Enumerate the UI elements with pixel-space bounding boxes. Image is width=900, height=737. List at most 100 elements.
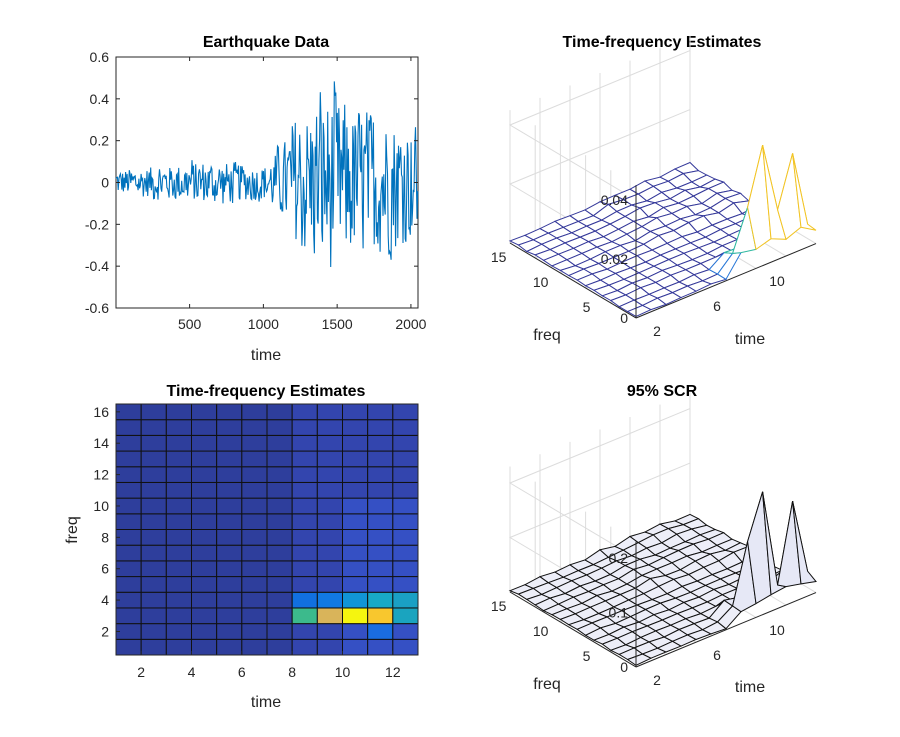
- z-tick-label: 0.1: [609, 605, 629, 621]
- heatmap-cell: [140, 560, 167, 578]
- heatmap-cell: [165, 529, 193, 546]
- heatmap-cell: [291, 560, 318, 578]
- heatmap-cell: [140, 481, 167, 499]
- heatmap-cell: [241, 481, 268, 499]
- time-tick-label: 2: [653, 323, 661, 339]
- heatmap-cell: [216, 403, 243, 421]
- plot-frame: [115, 56, 419, 309]
- heatmap-cell: [115, 481, 142, 499]
- heatmap-cell: [115, 607, 142, 625]
- heatmap-cell: [266, 513, 293, 530]
- plot-frame: [115, 403, 419, 656]
- axis-ticks: 0 0.1 0.2 2 6 10 5 10 15: [491, 541, 817, 688]
- heatmap-cell: [266, 607, 293, 625]
- freq-axis-line: [509, 242, 637, 319]
- heatmap-cell: [191, 481, 218, 499]
- heatmap-cell: [165, 638, 193, 656]
- heatmap-cell: [115, 419, 142, 436]
- heatmap-cell: [266, 623, 293, 640]
- time-axis-line: [635, 592, 817, 668]
- heatmap-cell: [140, 403, 167, 421]
- heatmap-cell: [266, 560, 293, 578]
- time-tick-label: 10: [769, 273, 785, 289]
- heatmap-cell: [392, 560, 419, 578]
- y-tick-label: 0: [101, 175, 109, 191]
- heatmap-cell: [191, 623, 218, 640]
- heatmap-cell: [392, 419, 419, 436]
- heatmap-cell: [191, 497, 218, 515]
- y-tick-label: -0.6: [85, 300, 109, 316]
- heatmap-cell: [216, 576, 243, 593]
- surface-patch: [792, 500, 817, 585]
- heatmap-cell: [367, 638, 394, 656]
- heatmap-cell: [115, 544, 142, 562]
- x-tick-label: 1000: [248, 316, 279, 332]
- heatmap-cell: [140, 497, 167, 515]
- heatmap-cell: [342, 434, 369, 452]
- heatmap-cell: [367, 607, 394, 625]
- heatmap-cell: [140, 529, 167, 546]
- heatmap-cell: [216, 560, 243, 578]
- heatmap-cell: [140, 544, 167, 562]
- z-tick-label: 0.2: [609, 550, 629, 566]
- heatmap-cell: [216, 623, 243, 640]
- heatmap-cell: [367, 450, 394, 468]
- heatmap-cell: [241, 623, 268, 640]
- heatmap-cell: [367, 419, 394, 436]
- chart-title: Time-frequency Estimates: [563, 34, 762, 51]
- heatmap-cell: [165, 591, 193, 609]
- heatmap-cell: [140, 623, 167, 640]
- heatmap-cell: [191, 450, 218, 468]
- heatmap-cell: [392, 576, 419, 593]
- heatmap-cell: [241, 450, 268, 468]
- time-tick-label: 6: [713, 647, 721, 663]
- heatmap-cell: [165, 403, 193, 421]
- heatmap-cell: [140, 466, 167, 483]
- time-frequency-surface-panel: Time-frequency Estimates 0 0.02 0.04 2 6 10 5 1…: [491, 34, 817, 348]
- heatmap-cell: [191, 560, 218, 578]
- heatmap-cell: [316, 576, 343, 593]
- heatmap-cell: [291, 419, 318, 436]
- axis-ticks: 0 0.02 0.04 2 6 10 5 10 15: [491, 185, 817, 339]
- freq-tick-label: 15: [491, 249, 507, 265]
- x-axis-label: time: [251, 694, 281, 711]
- heatmap-cell: [165, 481, 193, 499]
- heatmap-cell: [291, 544, 318, 562]
- heatmap-cell: [367, 466, 394, 483]
- heatmap-cell: [266, 481, 293, 499]
- heatmap-cell: [342, 560, 369, 578]
- heatmap-cell: [266, 638, 293, 656]
- time-frequency-heatmap-panel: Time-frequency Estimates 2 4 6 8 10 12 2 4 6 8 10 1…: [64, 383, 419, 711]
- heatmap-cell: [266, 450, 293, 468]
- heatmap-cell: [191, 576, 218, 593]
- x-tick-label: 8: [288, 664, 296, 680]
- heatmap-cell: [241, 544, 268, 562]
- x-tick-label: 2000: [395, 316, 426, 332]
- heatmap-cell: [266, 576, 293, 593]
- grid-line: [508, 50, 691, 201]
- chart-title: 95% SCR: [627, 383, 698, 400]
- y-tick-label: 16: [93, 404, 109, 420]
- heatmap-cell: [266, 403, 293, 421]
- heatmap-cell: [367, 544, 394, 562]
- heatmap-cell: [316, 529, 343, 546]
- heatmap-cell: [316, 513, 343, 530]
- chart-title: Time-frequency Estimates: [167, 383, 366, 400]
- y-tick-label: 4: [101, 592, 109, 608]
- z-tick-label: 0.04: [601, 192, 628, 208]
- heatmap-cell: [291, 497, 318, 515]
- heatmap-cell: [316, 450, 343, 468]
- heatmap-cell: [266, 497, 293, 515]
- heatmap-cell: [165, 576, 193, 593]
- heatmap-cell: [115, 576, 142, 593]
- heatmap-cell: [191, 544, 218, 562]
- heatmap-cell: [266, 419, 293, 436]
- heatmap-cell: [241, 591, 268, 609]
- heatmap-cell: [241, 466, 268, 483]
- heatmap-cell: [216, 450, 243, 468]
- x-tick-label: 2: [137, 664, 145, 680]
- heatmap-cell: [342, 638, 369, 656]
- heatmap-cell: [241, 497, 268, 515]
- time-axis-line: [635, 243, 817, 319]
- y-tick-label: 0.4: [90, 91, 110, 107]
